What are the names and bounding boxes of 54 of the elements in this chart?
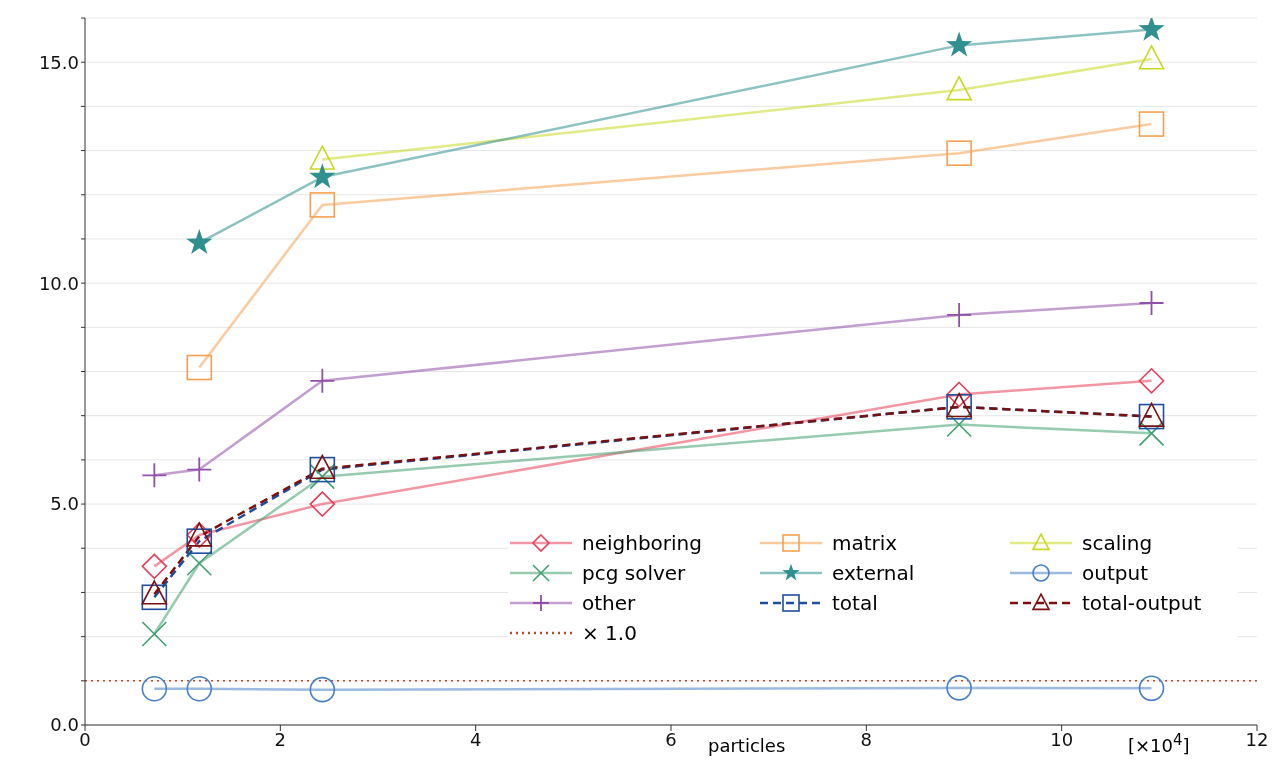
x-tick-label: 0 [79,728,91,750]
point [141,584,168,611]
point [1138,675,1165,702]
x-tick-label: 10 [1050,728,1074,750]
point [186,550,213,577]
y-tick-label: 15.0 [38,51,79,73]
point [309,163,336,189]
legend-label: pcg solver [582,561,686,585]
legend-label: × 1.0 [582,621,637,645]
point [309,491,336,517]
point [186,229,213,255]
x-tick-label: 2 [274,728,287,750]
text: [×10$^{4}$] [1128,731,1190,756]
point [309,145,336,170]
legend-label: output [1082,561,1148,585]
y-tick-label: 5.0 [50,493,79,515]
point [141,621,168,647]
x-tick-label: 6 [665,728,677,750]
legend-label: matrix [832,531,898,555]
point [141,580,168,605]
legend-label: total-output [1082,591,1202,615]
point [946,411,972,438]
y-tick-label: 0.0 [50,714,79,736]
point [142,463,167,488]
point [1138,45,1165,70]
legend-label: scaling [1082,531,1153,555]
point [309,676,336,703]
point [946,140,972,167]
point [947,302,972,327]
point [946,381,972,408]
legend-label: total [832,591,878,615]
point [1138,420,1165,447]
point [946,76,972,101]
legend-label: external [832,561,915,585]
legend-label: neighboring [582,531,702,555]
point [186,675,213,702]
point [946,675,972,701]
point [309,463,336,490]
point [1138,111,1165,137]
point [1138,367,1165,394]
point [310,368,335,393]
point [186,354,213,381]
point [309,192,336,218]
y-tick-label: 10.0 [38,272,79,294]
point [186,528,213,554]
point [141,553,168,580]
x-tick-label: 8 [860,728,873,750]
point [945,31,973,57]
legend-label: other [582,591,636,615]
x-tick-label: 12 [1245,728,1269,750]
point [141,675,168,702]
x-axis-title: particles [708,735,786,756]
point [1138,18,1165,41]
x-tick-label: 4 [469,728,482,750]
